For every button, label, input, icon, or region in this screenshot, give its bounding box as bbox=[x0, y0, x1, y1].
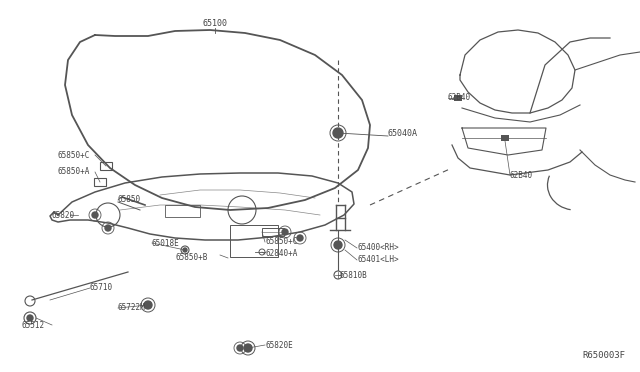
Circle shape bbox=[244, 344, 252, 352]
Bar bbox=[454, 95, 462, 101]
Text: 65820: 65820 bbox=[52, 211, 75, 219]
Bar bbox=[501, 135, 509, 141]
Text: 65850+A: 65850+A bbox=[58, 167, 90, 176]
Circle shape bbox=[282, 229, 288, 235]
Text: 62B40: 62B40 bbox=[448, 93, 471, 103]
Text: 65512: 65512 bbox=[22, 321, 45, 330]
Circle shape bbox=[297, 235, 303, 241]
Text: 65018E: 65018E bbox=[152, 238, 180, 247]
Text: 62840+A: 62840+A bbox=[265, 250, 298, 259]
Text: 65850: 65850 bbox=[118, 196, 141, 205]
Text: 65850+B: 65850+B bbox=[175, 253, 207, 263]
Bar bbox=[230, 225, 278, 257]
Text: 65400<RH>: 65400<RH> bbox=[358, 244, 399, 253]
Text: 65401<LH>: 65401<LH> bbox=[358, 256, 399, 264]
Circle shape bbox=[237, 345, 243, 351]
Circle shape bbox=[144, 301, 152, 309]
Circle shape bbox=[333, 128, 343, 138]
Bar bbox=[165, 205, 200, 217]
Text: 65850+C: 65850+C bbox=[265, 237, 298, 247]
Text: 65722M: 65722M bbox=[118, 304, 146, 312]
Bar bbox=[262, 228, 284, 236]
Circle shape bbox=[334, 241, 342, 249]
Text: 65820E: 65820E bbox=[265, 340, 292, 350]
Text: R650003F: R650003F bbox=[582, 351, 625, 360]
Text: 65710: 65710 bbox=[90, 283, 113, 292]
Text: 65810B: 65810B bbox=[340, 270, 368, 279]
Circle shape bbox=[105, 225, 111, 231]
Text: 65040A: 65040A bbox=[388, 128, 418, 138]
Text: 62B40: 62B40 bbox=[510, 170, 533, 180]
Text: 65100: 65100 bbox=[202, 19, 227, 29]
Circle shape bbox=[183, 248, 187, 252]
Bar bbox=[94, 178, 106, 186]
Text: 65850+C: 65850+C bbox=[58, 151, 90, 160]
Circle shape bbox=[27, 315, 33, 321]
Circle shape bbox=[92, 212, 98, 218]
Bar bbox=[100, 162, 112, 170]
